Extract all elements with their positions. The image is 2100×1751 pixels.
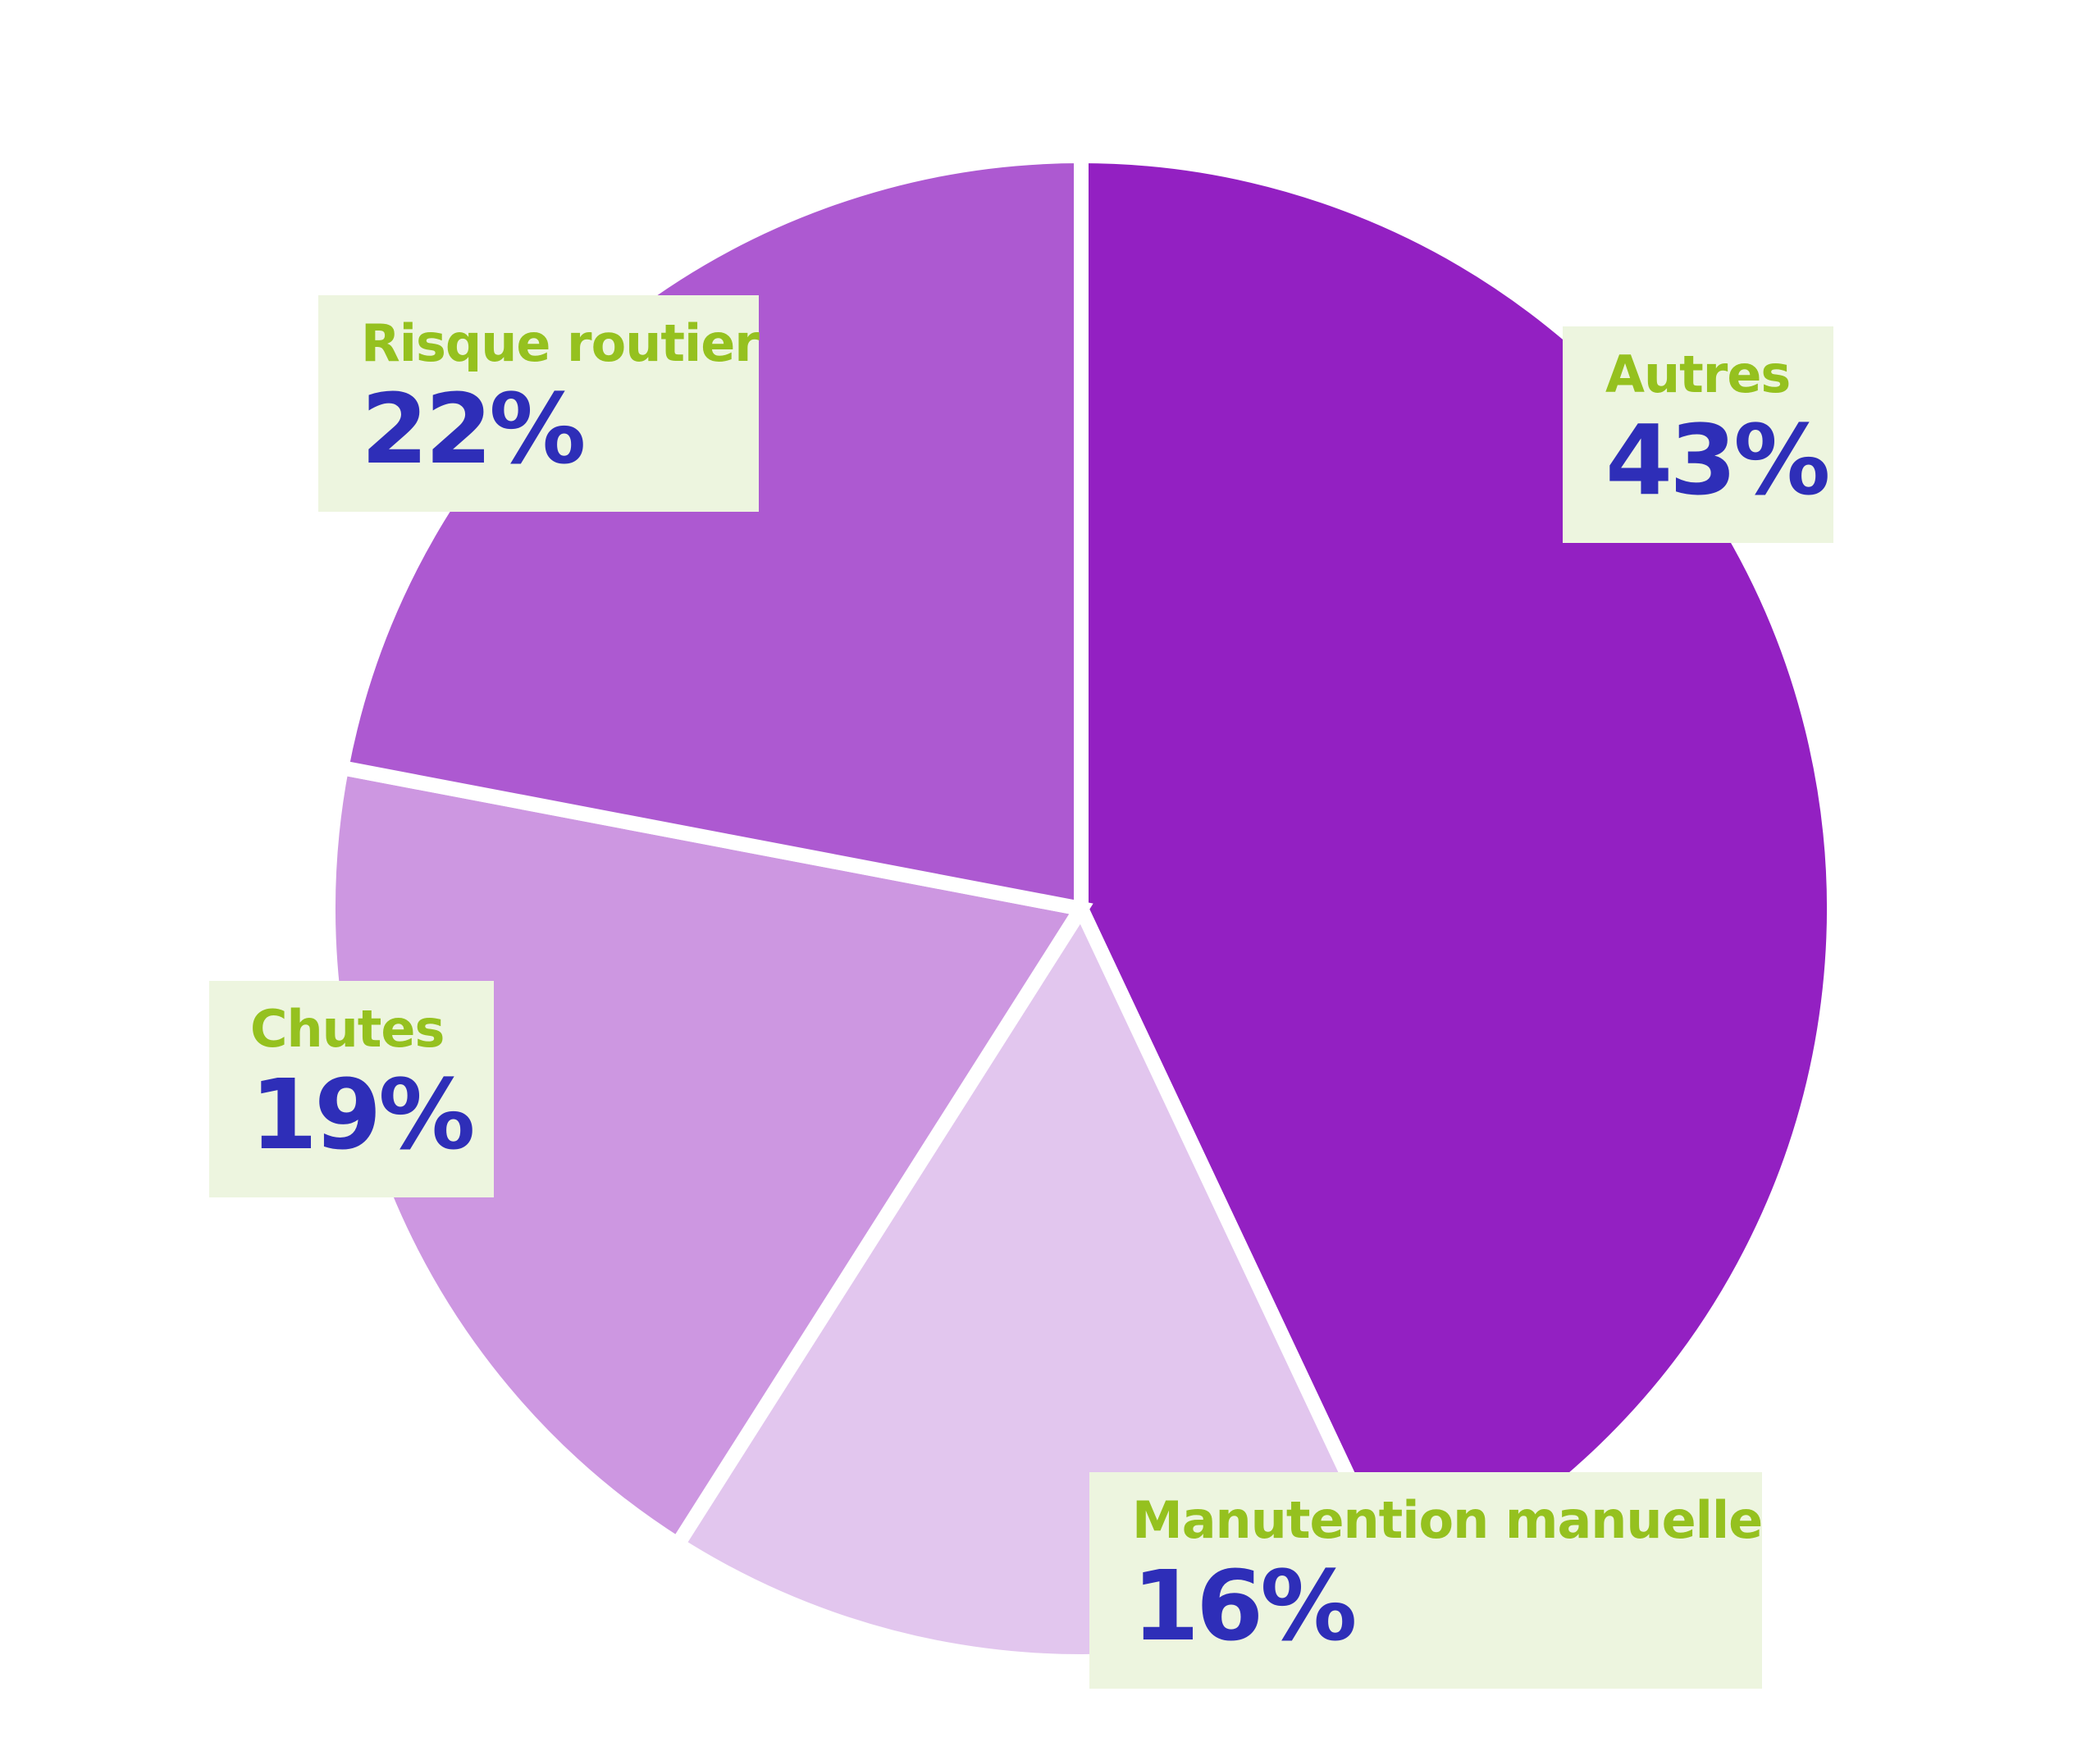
label-risque-routier-value: 22% <box>361 372 586 486</box>
label-autres-name: Autres <box>1605 344 1791 404</box>
label-autres: Autres 43% <box>1563 326 1833 543</box>
label-manutention-manuelle-value: 16% <box>1132 1549 1357 1662</box>
label-manutention-manuelle: Manutention manuelle 16% <box>1089 1472 1763 1689</box>
label-chutes-name: Chutes <box>250 999 445 1059</box>
label-risque-routier: Risque routier 22% <box>318 295 760 512</box>
label-risque-routier-name: Risque routier <box>361 313 760 373</box>
label-chutes-value: 19% <box>250 1058 475 1171</box>
label-manutention-manuelle-name: Manutention manuelle <box>1132 1490 1763 1550</box>
pie-slice-risque-routier <box>332 148 1089 918</box>
label-autres-value: 43% <box>1605 404 1830 517</box>
label-chutes: Chutes 19% <box>209 981 494 1197</box>
pie-slice-chutes <box>321 759 1093 1555</box>
